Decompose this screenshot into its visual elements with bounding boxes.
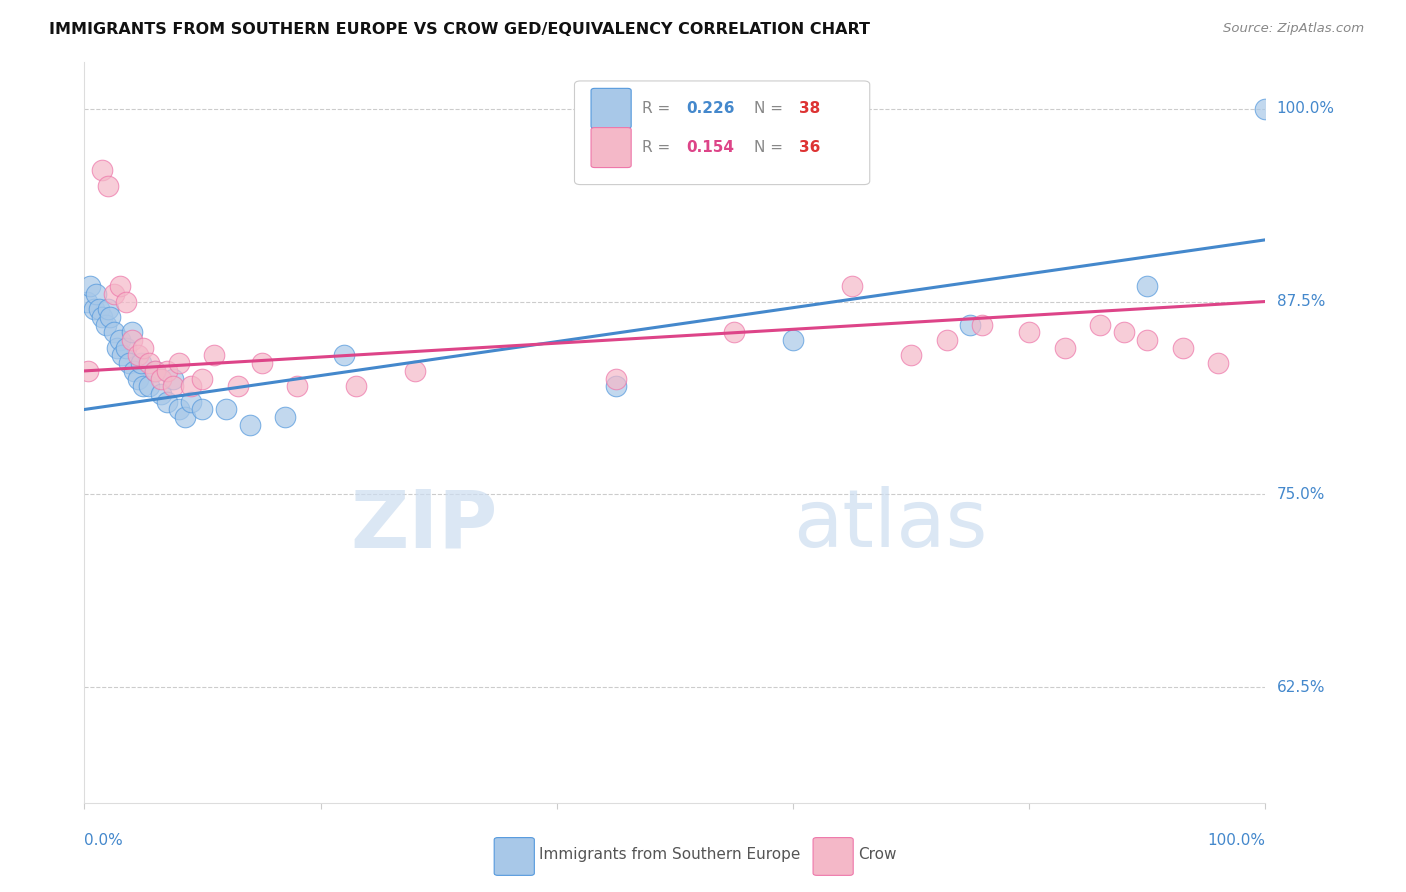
Point bbox=[1254, 102, 1277, 116]
Text: Crow: Crow bbox=[858, 847, 897, 863]
Point bbox=[103, 326, 125, 340]
Point bbox=[103, 286, 125, 301]
Text: R =: R = bbox=[641, 101, 675, 116]
Point bbox=[94, 318, 117, 332]
Point bbox=[111, 349, 134, 363]
Point bbox=[344, 379, 367, 393]
Point bbox=[215, 402, 238, 417]
Point bbox=[91, 163, 114, 178]
Text: ZIP: ZIP bbox=[350, 486, 498, 564]
Point bbox=[108, 279, 131, 293]
Point bbox=[173, 410, 195, 425]
Point bbox=[959, 318, 981, 332]
FancyBboxPatch shape bbox=[494, 838, 534, 875]
Point bbox=[138, 379, 160, 393]
Point bbox=[900, 349, 922, 363]
Point bbox=[167, 356, 190, 370]
Text: 36: 36 bbox=[799, 140, 820, 155]
Point bbox=[605, 371, 627, 385]
Text: IMMIGRANTS FROM SOUTHERN EUROPE VS CROW GED/EQUIVALENCY CORRELATION CHART: IMMIGRANTS FROM SOUTHERN EUROPE VS CROW … bbox=[49, 22, 870, 37]
Point bbox=[605, 379, 627, 393]
Text: 0.226: 0.226 bbox=[686, 101, 735, 116]
Point bbox=[1088, 318, 1111, 332]
Text: N =: N = bbox=[754, 140, 787, 155]
Point bbox=[143, 364, 166, 378]
Text: 87.5%: 87.5% bbox=[1277, 294, 1324, 309]
Text: 75.0%: 75.0% bbox=[1277, 487, 1324, 502]
Point bbox=[180, 394, 202, 409]
FancyBboxPatch shape bbox=[575, 81, 870, 185]
Point bbox=[970, 318, 993, 332]
Point bbox=[122, 364, 145, 378]
Point bbox=[108, 333, 131, 347]
Point bbox=[127, 371, 149, 385]
Point bbox=[162, 371, 184, 385]
Point bbox=[1018, 326, 1040, 340]
Point bbox=[285, 379, 308, 393]
Text: atlas: atlas bbox=[793, 486, 987, 564]
Text: 0.154: 0.154 bbox=[686, 140, 735, 155]
Point bbox=[84, 286, 107, 301]
Point bbox=[226, 379, 249, 393]
Text: 38: 38 bbox=[799, 101, 820, 116]
Point bbox=[156, 364, 179, 378]
Point bbox=[97, 178, 120, 193]
Point bbox=[202, 349, 225, 363]
Point bbox=[1136, 333, 1159, 347]
Point bbox=[132, 341, 155, 355]
Point bbox=[143, 364, 166, 378]
Point bbox=[162, 379, 184, 393]
Point bbox=[97, 302, 120, 317]
Point bbox=[121, 326, 143, 340]
Text: Source: ZipAtlas.com: Source: ZipAtlas.com bbox=[1223, 22, 1364, 36]
Point bbox=[1112, 326, 1135, 340]
Point bbox=[98, 310, 121, 324]
Point bbox=[250, 356, 273, 370]
Point bbox=[191, 371, 214, 385]
Point bbox=[107, 341, 129, 355]
Point bbox=[723, 326, 745, 340]
Text: 62.5%: 62.5% bbox=[1277, 680, 1324, 695]
FancyBboxPatch shape bbox=[813, 838, 853, 875]
Text: Immigrants from Southern Europe: Immigrants from Southern Europe bbox=[538, 847, 800, 863]
Point bbox=[87, 302, 110, 317]
Point bbox=[79, 279, 101, 293]
Point bbox=[150, 371, 173, 385]
Point bbox=[114, 294, 136, 309]
Point bbox=[127, 349, 149, 363]
Point bbox=[841, 279, 863, 293]
Point bbox=[1136, 279, 1159, 293]
FancyBboxPatch shape bbox=[591, 88, 631, 128]
Text: 100.0%: 100.0% bbox=[1277, 101, 1334, 116]
Point bbox=[129, 356, 152, 370]
Point bbox=[150, 387, 173, 401]
Point bbox=[114, 341, 136, 355]
Point bbox=[121, 333, 143, 347]
Point bbox=[1171, 341, 1194, 355]
Point bbox=[76, 294, 98, 309]
Point bbox=[935, 333, 957, 347]
Point bbox=[180, 379, 202, 393]
Point bbox=[333, 349, 356, 363]
Text: 0.0%: 0.0% bbox=[84, 833, 124, 848]
Point bbox=[132, 379, 155, 393]
Point bbox=[118, 356, 141, 370]
Point bbox=[191, 402, 214, 417]
Point bbox=[83, 302, 105, 317]
Point bbox=[782, 333, 804, 347]
Point bbox=[1206, 356, 1229, 370]
Point bbox=[138, 356, 160, 370]
Point bbox=[404, 364, 426, 378]
Text: 100.0%: 100.0% bbox=[1208, 833, 1265, 848]
FancyBboxPatch shape bbox=[591, 128, 631, 168]
Point bbox=[274, 410, 297, 425]
Point bbox=[167, 402, 190, 417]
Text: N =: N = bbox=[754, 101, 787, 116]
Point bbox=[239, 417, 262, 432]
Point bbox=[77, 364, 100, 378]
Point bbox=[156, 394, 179, 409]
Point bbox=[91, 310, 114, 324]
Text: R =: R = bbox=[641, 140, 675, 155]
Point bbox=[1053, 341, 1076, 355]
